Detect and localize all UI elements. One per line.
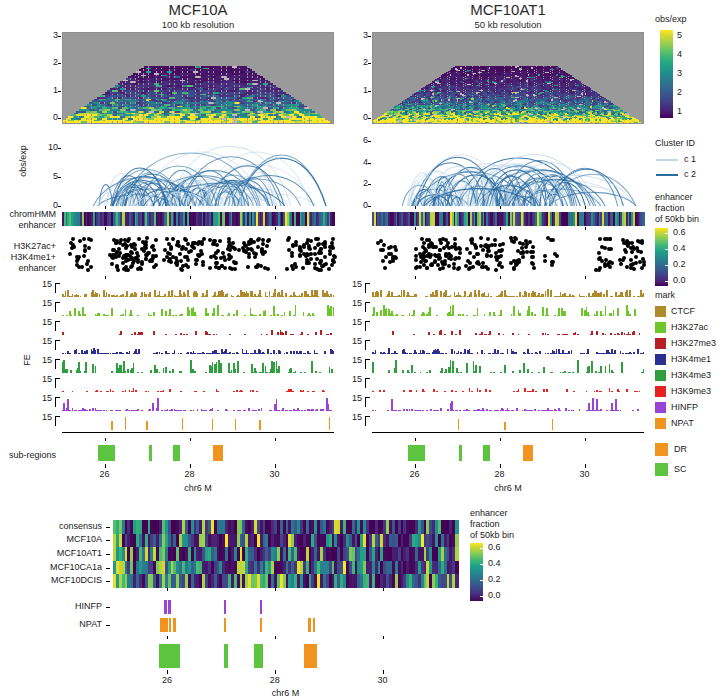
bottom-inner-tick [167,588,168,591]
fe-axis-tick [190,438,191,441]
lower-axis-tick [585,276,586,279]
bottom-xaxis-label: chr6 M [113,688,458,698]
mid-axis-tick [105,227,106,230]
lower-axis-tick [105,276,106,279]
bottom-xaxis-tick [167,670,168,674]
bottom-xaxis-tick [275,670,276,674]
mid-axis-tick [190,227,191,230]
bottom-xaxis-tick-label: 30 [373,675,393,685]
bottom-xaxis-tick-label: 28 [265,675,285,685]
mid-axis-tick [585,227,586,230]
upper-axis-tick [275,206,276,209]
fe-axis-tick [275,438,276,441]
bottom-xaxis: 26 28 30 [0,0,722,700]
lower-axis-tick [275,276,276,279]
bottom-inner-tick [275,636,276,639]
lower-axis-tick [415,276,416,279]
mid-axis-tick [500,227,501,230]
fe-axis-tick [415,438,416,441]
bottom-inner-tick [167,636,168,639]
bottom-inner-tick [383,588,384,591]
fe-axis-tick [105,438,106,441]
fe-axis-tick [585,438,586,441]
lower-axis-tick [500,276,501,279]
upper-axis-tick [190,206,191,209]
bottom-xaxis-tick-label: 26 [157,675,177,685]
bottom-xaxis-tick [383,670,384,674]
mid-axis-tick [275,227,276,230]
upper-axis-tick [585,206,586,209]
fe-axis-tick [500,438,501,441]
lower-axis-tick [190,276,191,279]
upper-axis-tick [415,206,416,209]
upper-axis-tick [105,206,106,209]
upper-axis-tick [500,206,501,209]
mid-axis-tick [415,227,416,230]
bottom-inner-tick [275,588,276,591]
bottom-inner-tick [383,636,384,639]
